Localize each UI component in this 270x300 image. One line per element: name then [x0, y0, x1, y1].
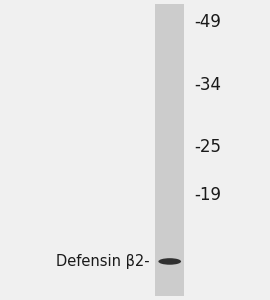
Text: -34: -34 [194, 76, 221, 94]
Ellipse shape [158, 258, 181, 265]
Text: -49: -49 [194, 13, 221, 31]
Bar [155, 4, 184, 296]
Text: -25: -25 [194, 138, 221, 156]
Text: Defensin β2-: Defensin β2- [56, 254, 150, 269]
Text: -19: -19 [194, 186, 221, 204]
